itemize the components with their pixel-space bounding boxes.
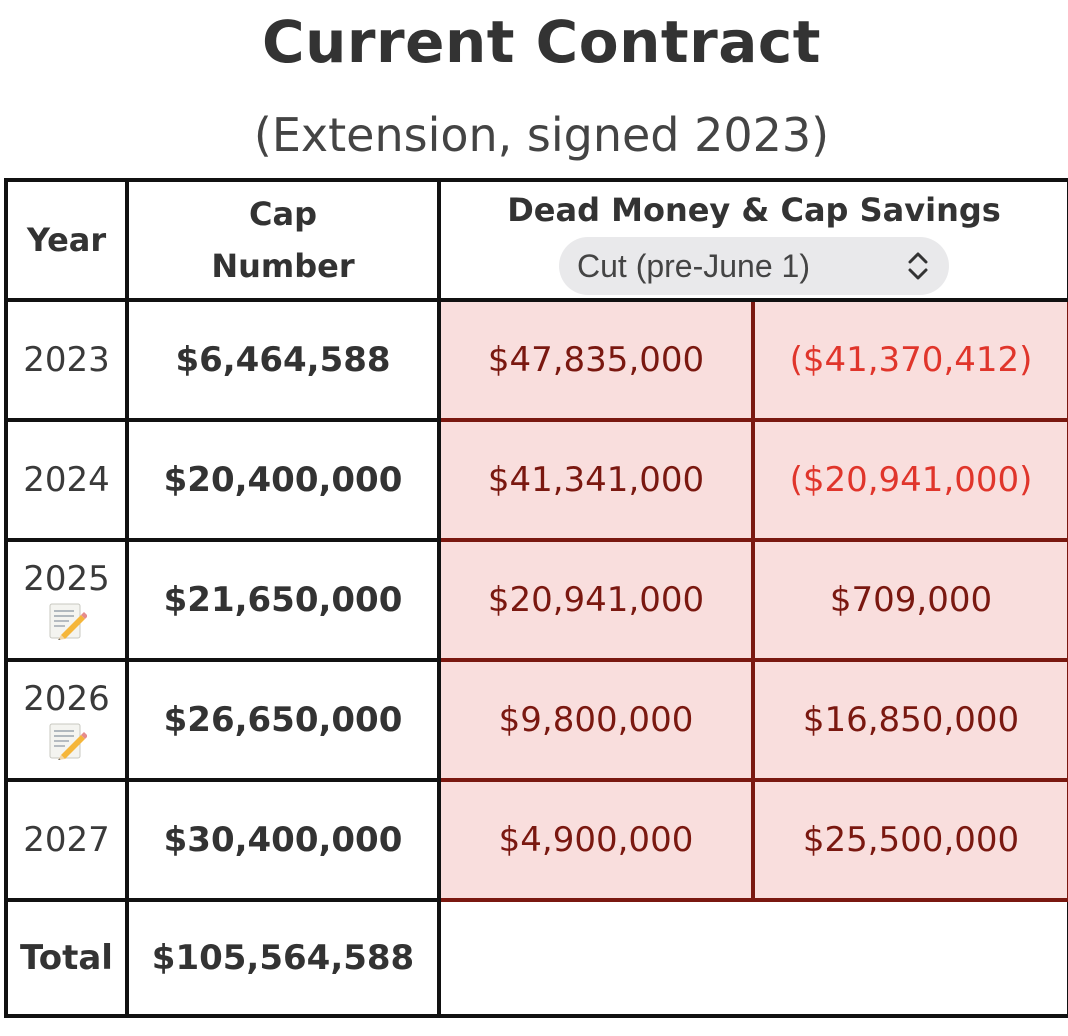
contract-table: Year Cap Number Dead Money & Cap Savings… xyxy=(4,178,1068,1018)
cap-savings-cell: $709,000 xyxy=(751,538,1068,662)
dead-money-cell: $20,941,000 xyxy=(437,538,755,662)
year-value: 2023 xyxy=(23,340,110,380)
header-dead-money-label: Dead Money & Cap Savings xyxy=(507,191,1001,229)
cap-savings-cell: ($41,370,412) xyxy=(751,298,1068,422)
cap-number-cell: $6,464,588 xyxy=(125,298,441,422)
cap-number-cell: $26,650,000 xyxy=(125,658,441,782)
total-cap-number: $105,564,588 xyxy=(125,898,441,1018)
year-cell: 2025 xyxy=(4,538,129,662)
cap-number-cell: $30,400,000 xyxy=(125,778,441,902)
year-cell: 2023 xyxy=(4,298,129,422)
cap-number-cell: $21,650,000 xyxy=(125,538,441,662)
cap-savings-cell: ($20,941,000) xyxy=(751,418,1068,542)
year-cell: 2027 xyxy=(4,778,129,902)
dead-money-cell: $9,800,000 xyxy=(437,658,755,782)
cap-savings-cell: $16,850,000 xyxy=(751,658,1068,782)
dead-money-cell: $47,835,000 xyxy=(437,298,755,422)
header-dead-money-cap-savings: Dead Money & Cap Savings Cut (pre-June 1… xyxy=(437,178,1068,302)
year-value: 2025 xyxy=(23,559,110,599)
table-row: 2023 $6,464,588 $47,835,000 ($41,370,412… xyxy=(4,298,1068,422)
total-label: Total xyxy=(4,898,129,1018)
page-subtitle: (Extension, signed 2023) xyxy=(253,108,830,162)
scenario-select-value: Cut (pre-June 1) xyxy=(577,248,810,284)
table-row: 2027 $30,400,000 $4,900,000 $25,500,000 xyxy=(4,778,1068,902)
year-cell: 2024 xyxy=(4,418,129,542)
year-value: 2024 xyxy=(23,460,110,500)
page-title: Current Contract xyxy=(262,8,821,76)
cap-savings-cell: $25,500,000 xyxy=(751,778,1068,902)
table-row: 2024 $20,400,000 $41,341,000 ($20,941,00… xyxy=(4,418,1068,542)
up-down-chevron-icon xyxy=(908,252,928,280)
memo-icon xyxy=(49,723,87,760)
year-cell: 2026 xyxy=(4,658,129,782)
memo-icon xyxy=(49,603,87,640)
dead-money-cell: $41,341,000 xyxy=(437,418,755,542)
total-row: Total $105,564,588 xyxy=(4,898,1068,1018)
cap-number-cell: $20,400,000 xyxy=(125,418,441,542)
dead-money-cell: $4,900,000 xyxy=(437,778,755,902)
total-empty-cell xyxy=(437,898,1068,1018)
header-cap-number-label: Cap Number xyxy=(211,195,355,285)
year-value: 2026 xyxy=(23,679,110,719)
table-row: 2026 $26,650,000 $9,800,000 $16,850,000 xyxy=(4,658,1068,782)
header-row: Year Cap Number Dead Money & Cap Savings… xyxy=(4,178,1068,302)
header-cap-number: Cap Number xyxy=(125,178,441,302)
table-row: 2025 $21,650,000 $20,941,000 $709,000 xyxy=(4,538,1068,662)
scenario-select[interactable]: Cut (pre-June 1) xyxy=(559,237,949,295)
header-year: Year xyxy=(4,178,129,302)
year-value: 2027 xyxy=(23,820,110,860)
